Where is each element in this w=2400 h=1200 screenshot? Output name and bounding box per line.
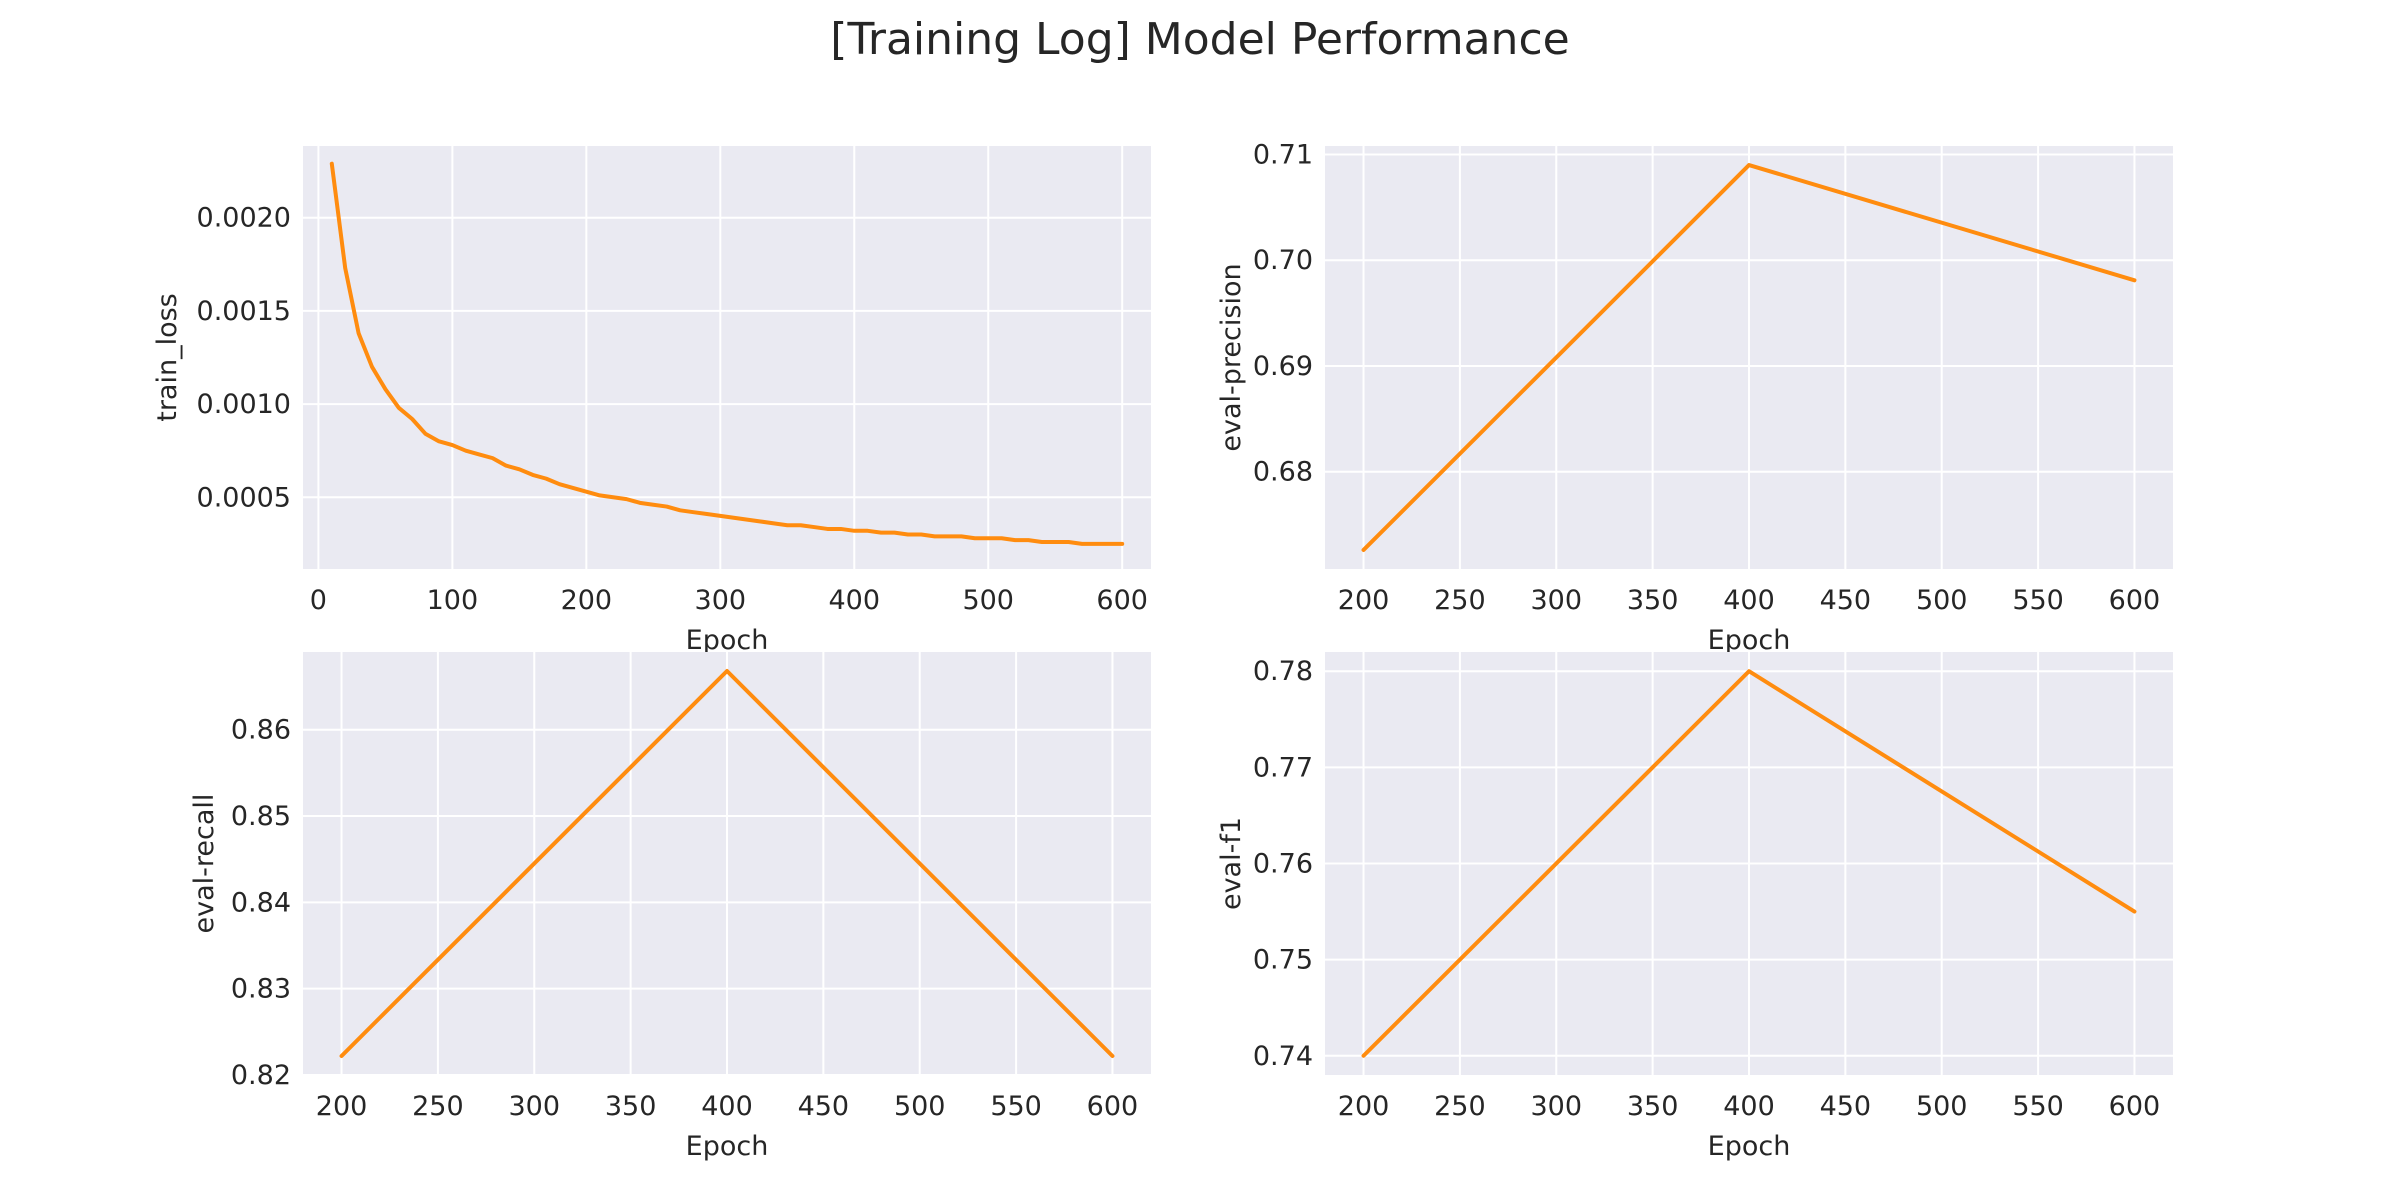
subplot-bottom-left: 200 250 300 350 400 450 500 550 600 0.82 0.83 0.84 0… xyxy=(189,652,1151,1162)
y-tick-label: 0.0010 xyxy=(197,389,291,420)
x-tick-label: 350 xyxy=(1627,585,1679,616)
subplot-bottom-right: 200 250 300 350 400 450 500 550 600 0.74 0.75 0.76 0… xyxy=(1216,652,2173,1162)
x-tick-label: 300 xyxy=(1530,585,1582,616)
figure-title: [Training Log] Model Performance xyxy=(830,14,1570,65)
x-tick-label: 600 xyxy=(1096,585,1148,616)
x-tick-label: 300 xyxy=(695,585,747,616)
series-line xyxy=(1361,163,2137,552)
y-tick-label: 0.68 xyxy=(1253,457,1313,488)
subplot-top-left: 0 100 200 300 400 500 600 0.0005 0.0010 0.0015 0.0… xyxy=(152,146,1151,656)
x-tick-label: 350 xyxy=(1627,1091,1679,1122)
y-tick-label: 0.0015 xyxy=(197,296,291,327)
y-tick-label: 0.86 xyxy=(231,715,291,746)
x-tick-label: 450 xyxy=(798,1091,850,1122)
x-tick-label: 300 xyxy=(508,1091,560,1122)
x-tick-label: 400 xyxy=(1723,585,1775,616)
y-tick-label: 0.77 xyxy=(1253,752,1313,783)
y-axis-label: train_loss xyxy=(152,293,183,422)
y-axis-label: eval-precision xyxy=(1216,263,1247,451)
x-axis-label: Epoch xyxy=(1708,625,1791,656)
y-tick-label: 0.0020 xyxy=(197,203,291,234)
series-line xyxy=(329,161,1125,546)
x-tick-label: 250 xyxy=(412,1091,464,1122)
x-tick-label: 250 xyxy=(1434,585,1486,616)
y-axis-label: eval-f1 xyxy=(1216,817,1247,910)
y-tick-label: 0.75 xyxy=(1253,945,1313,976)
x-tick-label: 500 xyxy=(1916,1091,1968,1122)
x-tick-label: 100 xyxy=(427,585,479,616)
y-tick-label: 0.70 xyxy=(1253,245,1313,276)
series-line xyxy=(339,668,1115,1059)
x-tick-label: 200 xyxy=(1338,585,1390,616)
x-tick-label: 600 xyxy=(2109,585,2161,616)
y-tick-label: 0.83 xyxy=(231,974,291,1005)
x-axis-label: Epoch xyxy=(686,625,769,656)
y-axis-label: eval-recall xyxy=(189,794,220,934)
x-tick-label: 550 xyxy=(2012,1091,2064,1122)
x-tick-label: 550 xyxy=(2012,585,2064,616)
x-tick-label: 300 xyxy=(1530,1091,1582,1122)
x-tick-label: 350 xyxy=(605,1091,657,1122)
y-tick-label: 0.76 xyxy=(1253,849,1313,880)
x-tick-label: 600 xyxy=(1087,1091,1139,1122)
x-tick-label: 500 xyxy=(894,1091,946,1122)
x-tick-label: 450 xyxy=(1820,585,1872,616)
x-tick-label: 200 xyxy=(1338,1091,1390,1122)
y-tick-label: 0.0005 xyxy=(197,482,291,513)
x-tick-label: 0 xyxy=(310,585,327,616)
plot-area xyxy=(303,146,1151,569)
x-tick-label: 200 xyxy=(316,1091,368,1122)
x-axis-label: Epoch xyxy=(1708,1131,1791,1162)
y-tick-label: 0.74 xyxy=(1253,1041,1313,1072)
x-tick-label: 500 xyxy=(962,585,1014,616)
y-tick-label: 0.78 xyxy=(1253,656,1313,687)
x-axis-label: Epoch xyxy=(686,1131,769,1162)
y-tick-label: 0.82 xyxy=(231,1060,291,1091)
x-tick-label: 500 xyxy=(1916,585,1968,616)
x-tick-label: 400 xyxy=(1723,1091,1775,1122)
x-tick-label: 600 xyxy=(2109,1091,2161,1122)
y-tick-label: 0.69 xyxy=(1253,351,1313,382)
subplot-top-right: 200 250 300 350 400 450 500 550 600 0.68 0.69 0.70 0… xyxy=(1216,139,2173,656)
x-tick-label: 200 xyxy=(561,585,613,616)
x-tick-label: 450 xyxy=(1820,1091,1872,1122)
x-tick-label: 400 xyxy=(701,1091,753,1122)
x-tick-label: 250 xyxy=(1434,1091,1486,1122)
x-tick-label: 550 xyxy=(990,1091,1042,1122)
series-line xyxy=(1361,669,2137,1058)
y-tick-label: 0.71 xyxy=(1253,139,1313,170)
y-tick-label: 0.85 xyxy=(231,801,291,832)
y-tick-label: 0.84 xyxy=(231,887,291,918)
x-tick-label: 400 xyxy=(828,585,880,616)
